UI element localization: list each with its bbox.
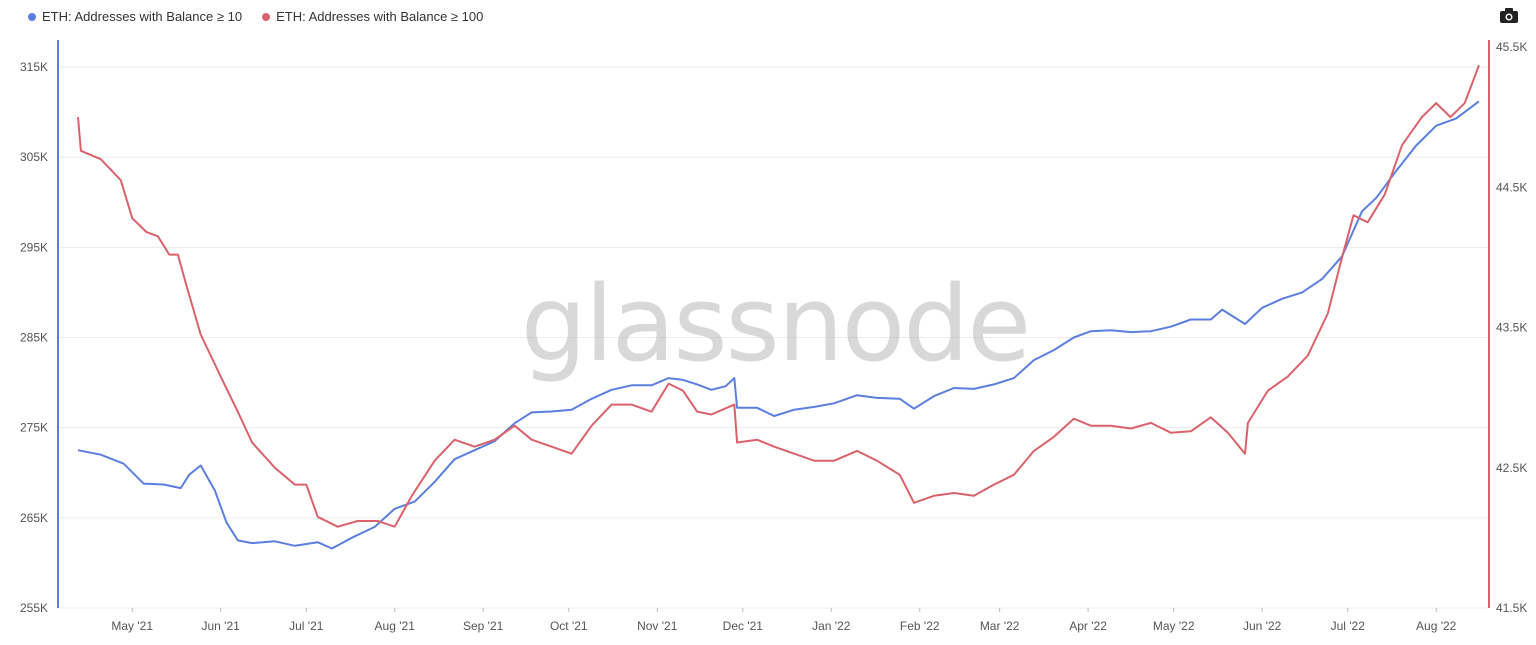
x-tick-label: Aug '21 [375, 619, 416, 633]
x-tick-label: May '21 [111, 619, 153, 633]
legend-dot-red [262, 12, 271, 21]
chart-legend: ETH: Addresses with Balance ≥ 10 ETH: Ad… [28, 9, 483, 24]
left-tick-label: 315K [20, 60, 48, 74]
x-tick-label: May '22 [1153, 619, 1195, 633]
x-tick-label: Dec '21 [723, 619, 764, 633]
right-tick-label: 41.5K [1496, 601, 1527, 615]
x-tick-label: Aug '22 [1416, 619, 1457, 633]
legend-dot-blue [28, 12, 36, 21]
x-tick-label: Jan '22 [812, 619, 851, 633]
x-tick-label: Jul '22 [1331, 619, 1366, 633]
left-axis-ticks: 255K 265K 275K 285K 295K 305K 315K [20, 60, 48, 615]
x-tick-label: Apr '22 [1069, 619, 1107, 633]
right-tick-label: 45.5K [1496, 40, 1527, 54]
x-tick-label: Jun '22 [1243, 619, 1282, 633]
x-axis-ticks: May '21 Jun '21 Jul '21 Aug '21 Sep '21 Oct '… [111, 608, 1457, 633]
legend-item-balance-100[interactable]: ETH: Addresses with Balance ≥ 100 [262, 9, 483, 24]
right-tick-label: 44.5K [1496, 180, 1527, 194]
left-tick-label: 305K [20, 150, 48, 164]
right-axis-ticks: 41.5K 42.5K 43.5K 44.5K 45.5K [1496, 40, 1527, 615]
x-tick-label: Feb '22 [900, 619, 940, 633]
x-tick-label: Mar '22 [980, 619, 1020, 633]
grid-lines [58, 66, 1489, 609]
left-tick-label: 285K [20, 331, 48, 345]
left-tick-label: 255K [20, 601, 48, 615]
left-tick-label: 265K [20, 511, 48, 525]
left-tick-label: 275K [20, 421, 48, 435]
right-tick-label: 43.5K [1496, 321, 1527, 335]
legend-item-balance-10[interactable]: ETH: Addresses with Balance ≥ 10 [28, 9, 242, 24]
watermark-text: glassnode [521, 263, 1030, 385]
x-tick-label: Jul '21 [289, 619, 324, 633]
x-tick-label: Nov '21 [637, 619, 678, 633]
x-tick-label: Sep '21 [463, 619, 504, 633]
series-lines [77, 64, 1480, 550]
x-tick-label: Jun '21 [202, 619, 241, 633]
series-line-balance-100 [77, 64, 1480, 528]
series-line-balance-10 [77, 100, 1480, 550]
right-tick-label: 42.5K [1496, 461, 1527, 475]
legend-label-balance-100: ETH: Addresses with Balance ≥ 100 [276, 9, 484, 24]
x-tick-label: Oct '21 [550, 619, 588, 633]
legend-label-balance-10: ETH: Addresses with Balance ≥ 10 [42, 9, 243, 24]
camera-icon[interactable] [1500, 8, 1518, 23]
left-tick-label: 295K [20, 240, 48, 254]
